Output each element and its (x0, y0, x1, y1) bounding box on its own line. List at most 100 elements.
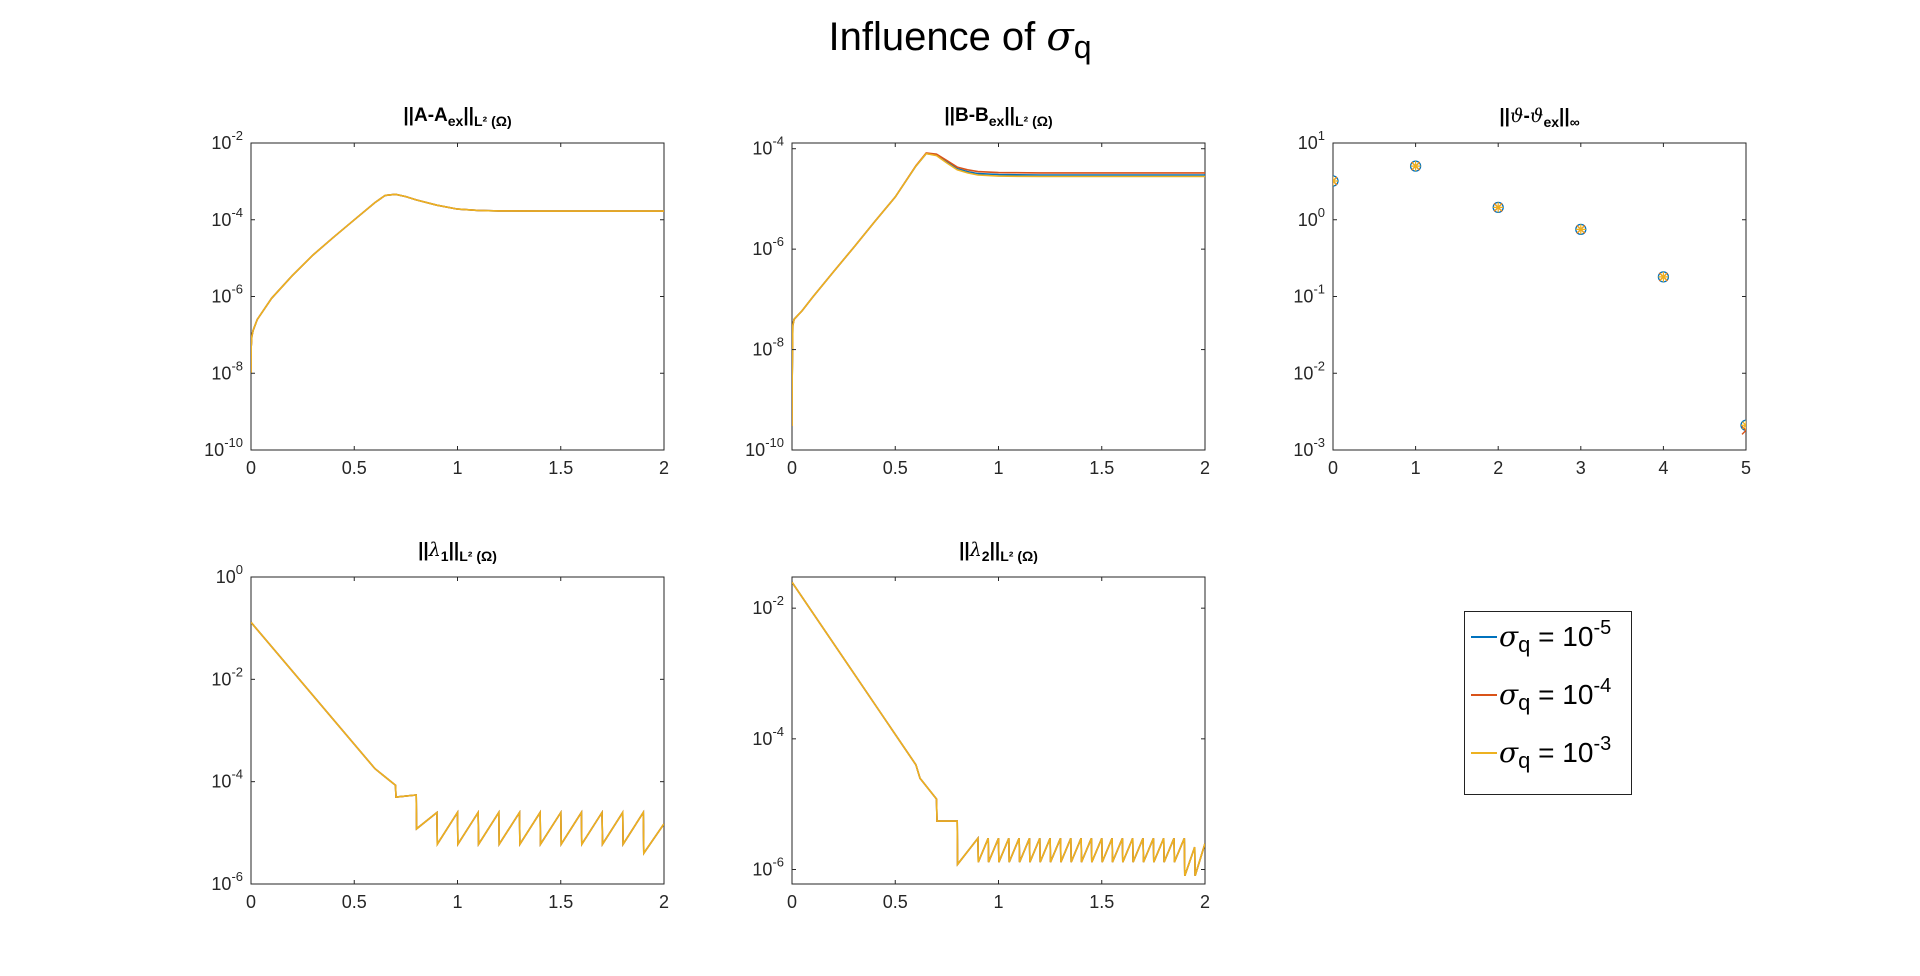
panel-title-c: ||ϑ-ϑex||∞ (1499, 105, 1580, 130)
y-tick-label: 10-2 (211, 664, 243, 689)
y-tick-label: 10-10 (204, 435, 243, 460)
x-tick-label: 0.5 (883, 458, 908, 478)
figure-title: Influence of σq (0, 14, 1920, 65)
legend-sub-3: q (1518, 748, 1531, 773)
x-tick-label: 1 (993, 892, 1003, 912)
x-tick-label: 5 (1741, 458, 1751, 478)
axes-box (791, 142, 1206, 451)
x-tick-label: 0 (246, 892, 256, 912)
figure-title-sub: q (1073, 29, 1092, 65)
axes-box (1332, 142, 1747, 451)
y-tick-label: 10-1 (1293, 282, 1325, 307)
series-group (792, 581, 1205, 877)
y-tick-label: 10-2 (752, 593, 784, 618)
legend-sym-3: σ (1499, 736, 1519, 769)
x-tick-label: 2 (1200, 458, 1210, 478)
x-tick-label: 2 (659, 892, 669, 912)
chart-a: 0 0.5 1 1.5 2 10-10 10-8 10-6 10-4 10-2 (204, 128, 669, 478)
x-tick-label: 0.5 (342, 892, 367, 912)
legend-sub-2: q (1518, 690, 1531, 715)
x-tick-label: 2 (659, 458, 669, 478)
x-tick-label: 0 (787, 892, 797, 912)
axes-box (250, 142, 665, 451)
chart-e: 0 0.5 1 1.5 2 10-6 10-4 10-2 (752, 576, 1210, 912)
y-tick-label: 10-6 (752, 234, 784, 259)
point-star (1333, 175, 1338, 186)
x-tick-label: 2 (1493, 458, 1503, 478)
y-tick-label: 100 (1298, 205, 1325, 230)
legend-exp-1: -5 (1593, 617, 1612, 639)
chart-b: 0 0.5 1 1.5 2 10-10 10-8 10-6 10-4 (745, 134, 1210, 478)
point-star (1741, 420, 1746, 431)
y-tick-label: 10-2 (211, 128, 243, 153)
series-line-2 (792, 152, 1205, 427)
series-line-1 (792, 152, 1205, 427)
x-tick-label: 0 (1328, 458, 1338, 478)
x-tick-label: 1 (993, 458, 1003, 478)
y-tick-label: 10-4 (752, 134, 784, 159)
legend-sub-1: q (1518, 632, 1531, 657)
y-tick-label: 10-4 (752, 724, 784, 749)
y-tick-label: 10-2 (1293, 358, 1325, 383)
series-line-3 (792, 152, 1205, 427)
y-tick-label: 10-4 (211, 205, 243, 230)
legend-exp-2: -4 (1593, 675, 1612, 697)
point-star (1493, 202, 1504, 213)
series-group (1333, 160, 1746, 435)
x-tick-label: 1.5 (1089, 892, 1114, 912)
panel-title-d: ||λ1||L² (Ω) (418, 539, 497, 564)
chart-c: 0 1 2 3 4 5 10-3 10-2 10-1 100 101 (1293, 128, 1751, 478)
legend-entry-3: σq = 10-3 (1471, 733, 1612, 776)
legend-mid-2: = 10 (1530, 679, 1594, 710)
series-line-1 (251, 193, 664, 374)
point-star (1410, 161, 1421, 172)
x-tick-label: 1 (452, 458, 462, 478)
panel-title-b: ||B-Bex||L² (Ω) (944, 105, 1053, 129)
legend-sym-2: σ (1499, 678, 1519, 711)
x-tick-label: 1 (1411, 458, 1421, 478)
series-group (792, 152, 1205, 427)
y-tick-label: 101 (1298, 128, 1325, 153)
legend-mid-3: = 10 (1530, 737, 1594, 768)
y-tick-label: 10-6 (752, 855, 784, 880)
legend-entry-2: σq = 10-4 (1471, 675, 1612, 718)
series-line-1 (792, 581, 1205, 877)
y-tick-label: 100 (216, 562, 243, 587)
x-tick-label: 0 (787, 458, 797, 478)
x-tick-label: 1.5 (1089, 458, 1114, 478)
series-line-2 (792, 581, 1205, 877)
panel-title-a: ||A-Aex||L² (Ω) (403, 105, 512, 129)
legend-sym-1: σ (1499, 620, 1519, 653)
chart-d: 0 0.5 1 1.5 2 10-6 10-4 10-2 100 (211, 562, 669, 912)
series-line-3 (792, 581, 1205, 877)
y-tick-label: 10-6 (211, 869, 243, 894)
figure-title-symbol: σ (1046, 14, 1074, 60)
figure-title-text: Influence of (828, 15, 1047, 59)
legend-entry-1: σq = 10-5 (1471, 617, 1612, 660)
x-tick-label: 3 (1576, 458, 1586, 478)
legend-mid-1: = 10 (1530, 621, 1594, 652)
series-line-2 (251, 193, 664, 374)
x-tick-label: 1.5 (548, 458, 573, 478)
legend-swatch-3 (1471, 751, 1497, 754)
x-tick-label: 0.5 (883, 892, 908, 912)
point-star (1575, 224, 1586, 235)
x-tick-label: 1 (452, 892, 462, 912)
y-tick-label: 10-4 (211, 767, 243, 792)
legend-exp-3: -3 (1593, 733, 1612, 755)
panel-title-e: ||λ2||L² (Ω) (959, 539, 1038, 564)
series-line-3 (251, 621, 664, 856)
x-tick-label: 4 (1658, 458, 1668, 478)
x-tick-label: 2 (1200, 892, 1210, 912)
point-star (1658, 271, 1669, 282)
x-tick-label: 1.5 (548, 892, 573, 912)
legend-swatch-1 (1471, 635, 1497, 638)
legend: σq = 10-5 σq = 10-4 σq = 10-3 (1464, 611, 1632, 795)
y-tick-label: 10-8 (752, 335, 784, 360)
y-tick-label: 10-8 (211, 358, 243, 383)
axes-box (791, 576, 1206, 885)
series-group (251, 193, 664, 374)
legend-swatch-2 (1471, 693, 1497, 696)
x-tick-label: 0 (246, 458, 256, 478)
